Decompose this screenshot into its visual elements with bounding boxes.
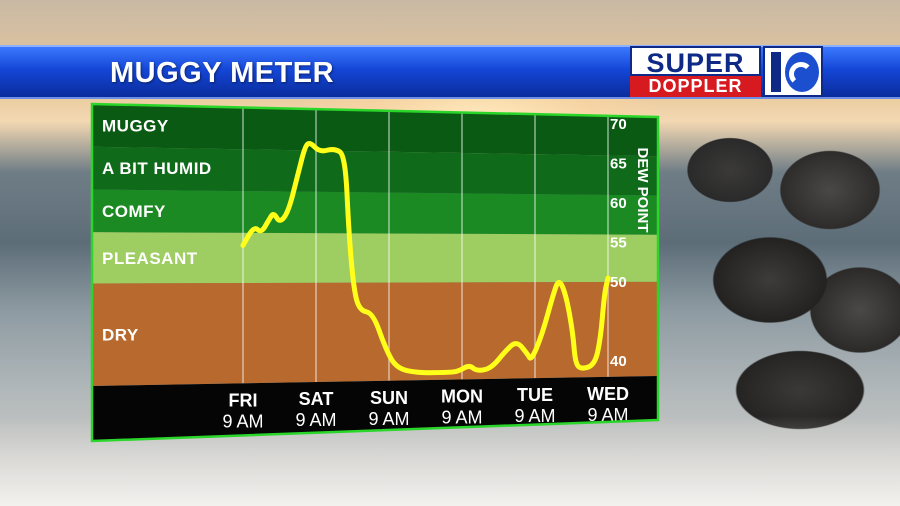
logo-ten-mark	[763, 46, 823, 97]
x-time-label: 9 AM	[222, 411, 263, 431]
y-tick-label: 40	[610, 353, 627, 370]
x-time-label: 9 AM	[441, 407, 482, 427]
band-comfy	[92, 189, 658, 235]
x-day-label: FRI	[229, 390, 258, 410]
x-day-label: SUN	[370, 388, 408, 408]
y-tick-label: 65	[610, 155, 627, 172]
y-tick-label: 70	[610, 116, 627, 133]
band-a-bit-humid	[92, 146, 658, 196]
wave-icon	[789, 62, 813, 86]
y-axis-title: DEW POINT	[634, 148, 651, 233]
logo-one-bar	[771, 52, 781, 92]
logo-super-text: SUPER	[630, 46, 761, 78]
band-label: COMFY	[102, 202, 166, 221]
x-time-label: 9 AM	[514, 406, 555, 426]
band-dry	[92, 281, 658, 386]
dew-point-series-line	[240, 141, 611, 376]
x-time-label: 9 AM	[587, 405, 628, 425]
y-tick-label: 50	[610, 274, 627, 291]
y-tick-label: 55	[610, 234, 627, 251]
x-day-label: MON	[441, 386, 483, 406]
band-muggy	[92, 104, 658, 157]
band-label: PLEASANT	[102, 249, 198, 268]
band-pleasant	[92, 232, 658, 284]
x-day-label: WED	[587, 384, 629, 404]
y-tick-label: 60	[610, 195, 627, 212]
station-logo: SUPER DOPPLER	[630, 46, 826, 98]
x-time-label: 9 AM	[368, 409, 409, 429]
band-label: A BIT HUMID	[102, 159, 212, 178]
band-label: MUGGY	[102, 117, 169, 136]
x-time-label: 9 AM	[295, 410, 336, 430]
x-day-label: TUE	[517, 385, 553, 405]
logo-doppler-text: DOPPLER	[630, 76, 761, 97]
band-label: DRY	[102, 326, 139, 345]
logo-zero-circle	[785, 52, 819, 92]
page-title: MUGGY METER	[110, 57, 335, 89]
chart-frame	[90, 102, 660, 443]
background-rocks	[650, 110, 900, 440]
x-day-label: SAT	[299, 389, 334, 409]
